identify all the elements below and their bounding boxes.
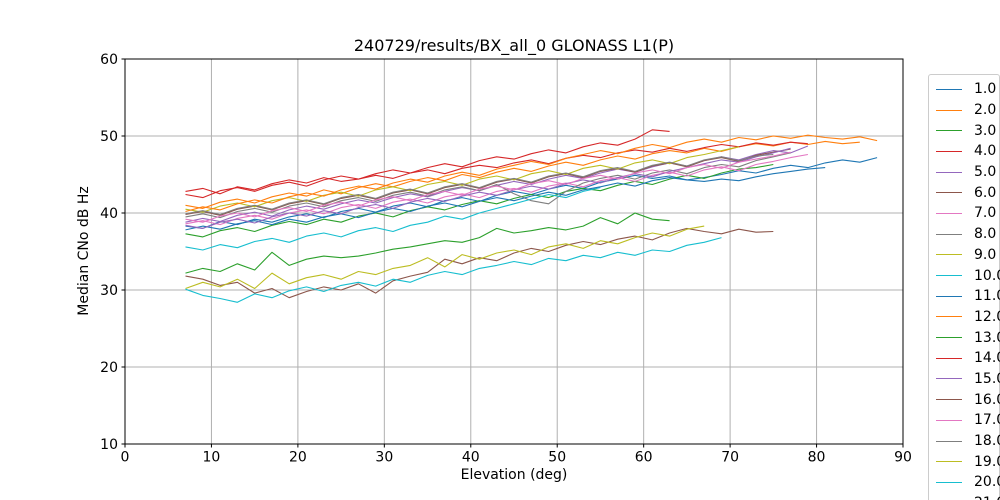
y-tick-label: 40 <box>100 206 118 222</box>
series-line-10.0 <box>185 187 601 251</box>
series-line-9.0 <box>185 146 739 213</box>
x-tick-label: 60 <box>635 450 653 466</box>
legend-box: 1.0 2.0 3.0 4.0 5.0 6.0 7.0 8.0 9.0 10.0 11.0 12.0 1… <box>928 74 1000 500</box>
legend-item-3.0: 3.0 <box>929 120 999 141</box>
legend-item-11.0: 11.0 <box>929 286 1000 307</box>
legend-label: 21.0 <box>974 495 1000 500</box>
x-tick-label: 40 <box>462 450 480 466</box>
legend-label: 17.0 <box>974 412 1000 429</box>
legend-label: 2.0 <box>974 102 997 119</box>
legend-item-21.0: 21.0 <box>929 493 1000 500</box>
legend-line-swatch <box>936 88 962 90</box>
x-tick-label: 30 <box>375 450 393 466</box>
series-line-11.0 <box>185 167 826 231</box>
series-line-20.0 <box>185 237 722 303</box>
legend-label: 4.0 <box>974 143 997 160</box>
y-tick-label: 20 <box>100 360 118 376</box>
legend-item-1.0: 1.0 <box>929 79 999 100</box>
x-tick-label: 20 <box>289 450 307 466</box>
legend-item-8.0: 8.0 <box>929 224 999 245</box>
legend-line-swatch <box>936 357 962 359</box>
legend-line-swatch <box>936 254 962 256</box>
x-tick-label: 50 <box>548 450 566 466</box>
x-tick-label: 10 <box>203 450 221 466</box>
legend-label: 9.0 <box>974 246 997 263</box>
legend-line-swatch <box>936 109 962 111</box>
legend-item-13.0: 13.0 <box>929 327 1000 348</box>
y-tick-label: 50 <box>100 129 118 145</box>
legend-label: 8.0 <box>974 226 997 243</box>
x-tick-label: 90 <box>894 450 912 466</box>
legend-label: 16.0 <box>974 391 1000 408</box>
legend-item-19.0: 19.0 <box>929 451 1000 472</box>
series-line-18.0 <box>185 153 774 216</box>
legend-label: 15.0 <box>974 370 1000 387</box>
series-line-17.0 <box>185 151 791 223</box>
legend-line-swatch <box>936 295 962 297</box>
legend-label: 3.0 <box>974 122 997 139</box>
series-line-12.0 <box>185 134 878 213</box>
chart-title: 240729/results/BX_all_0 GLONASS L1(P) <box>353 36 675 55</box>
legend-label: 14.0 <box>974 350 1000 367</box>
legend-item-10.0: 10.0 <box>929 265 1000 286</box>
legend-item-2.0: 2.0 <box>929 100 999 121</box>
legend-line-swatch <box>936 275 962 277</box>
legend-line-swatch <box>936 440 962 442</box>
legend-label: 13.0 <box>974 329 1000 346</box>
legend-line-swatch <box>936 212 962 214</box>
legend-item-17.0: 17.0 <box>929 410 1000 431</box>
legend-item-9.0: 9.0 <box>929 245 999 266</box>
y-tick-label: 30 <box>100 283 118 299</box>
legend-line-swatch <box>936 150 962 152</box>
axes-frame <box>124 58 904 445</box>
legend-label: 11.0 <box>974 288 1000 305</box>
legend-line-swatch <box>936 192 962 194</box>
legend-label: 1.0 <box>974 81 997 98</box>
legend-label: 12.0 <box>974 308 1000 325</box>
y-tick-label: 10 <box>100 437 118 453</box>
legend-label: 5.0 <box>974 164 997 181</box>
series-line-14.0 <box>185 129 670 199</box>
legend-line-swatch <box>936 378 962 380</box>
legend-label: 18.0 <box>974 433 1000 450</box>
legend-line-swatch <box>936 171 962 173</box>
x-tick-label: 70 <box>721 450 739 466</box>
legend-label: 6.0 <box>974 184 997 201</box>
x-tick-label: 80 <box>808 450 826 466</box>
series-line-4.0 <box>185 141 808 195</box>
series-line-13.0 <box>185 212 670 274</box>
legend-line-swatch <box>936 399 962 401</box>
legend-line-swatch <box>936 130 962 132</box>
legend-item-16.0: 16.0 <box>929 389 1000 410</box>
x-tick-label: 0 <box>121 450 130 466</box>
series-line-6.0 <box>185 148 791 216</box>
series-line-16.0 <box>185 227 774 299</box>
legend-line-swatch <box>936 233 962 235</box>
legend-item-12.0: 12.0 <box>929 307 1000 328</box>
legend-item-15.0: 15.0 <box>929 369 1000 390</box>
legend-line-swatch <box>936 337 962 339</box>
legend-item-18.0: 18.0 <box>929 431 1000 452</box>
y-tick-label: 60 <box>100 52 118 68</box>
legend-item-7.0: 7.0 <box>929 203 999 224</box>
legend-item-14.0: 14.0 <box>929 348 1000 369</box>
legend-item-4.0: 4.0 <box>929 141 999 162</box>
series-line-19.0 <box>185 225 705 290</box>
legend-label: 20.0 <box>974 474 1000 491</box>
legend-label: 7.0 <box>974 205 997 222</box>
legend-item-5.0: 5.0 <box>929 162 999 183</box>
legend-item-6.0: 6.0 <box>929 182 999 203</box>
legend-line-swatch <box>936 316 962 318</box>
legend-line-swatch <box>936 419 962 421</box>
legend-label: 19.0 <box>974 453 1000 470</box>
legend-label: 10.0 <box>974 267 1000 284</box>
legend-line-swatch <box>936 461 962 463</box>
legend-item-20.0: 20.0 <box>929 472 1000 493</box>
x-axis-label: Elevation (deg) <box>460 467 568 483</box>
legend-line-swatch <box>936 481 962 483</box>
